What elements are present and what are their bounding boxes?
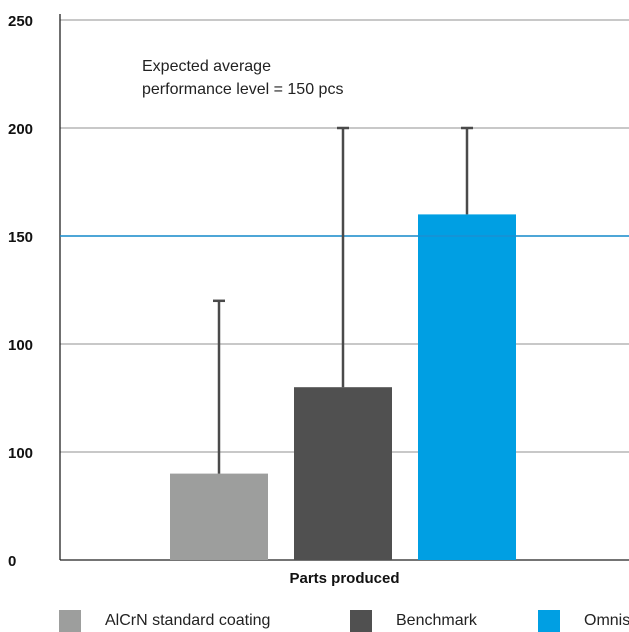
y-tick-label-4: 200 (8, 121, 33, 138)
legend-swatch-omnis (538, 609, 560, 632)
x-axis-label: Parts produced (289, 570, 400, 587)
legend-item-benchmark: Benchmark (350, 609, 477, 632)
annotation-line-1: Expected average (142, 58, 271, 75)
y-tick-label-2: 100 (8, 337, 33, 354)
y-tick-label-1: 100 (8, 445, 33, 462)
y-tick-label-5: 250 (8, 13, 33, 30)
bar-3 (418, 214, 516, 560)
legend-swatch-alcrn (59, 609, 81, 632)
legend-label-omnis: Omnis (584, 611, 629, 629)
legend-item-omnis: Omnis (538, 609, 629, 632)
legend-item-alcrn: AlCrN standard coating (59, 609, 270, 632)
y-tick-label-3: 150 (8, 229, 33, 246)
annotation-line-2: performance level = 150 pcs (142, 81, 343, 98)
y-tick-label-0: 0 (8, 553, 16, 570)
legend: AlCrN standard coating Benchmark Omnis (0, 609, 629, 632)
legend-label-benchmark: Benchmark (396, 611, 477, 629)
bar-2 (294, 387, 392, 560)
legend-swatch-benchmark (350, 609, 372, 632)
legend-label-alcrn: AlCrN standard coating (105, 611, 271, 629)
bar-1 (170, 473, 268, 560)
